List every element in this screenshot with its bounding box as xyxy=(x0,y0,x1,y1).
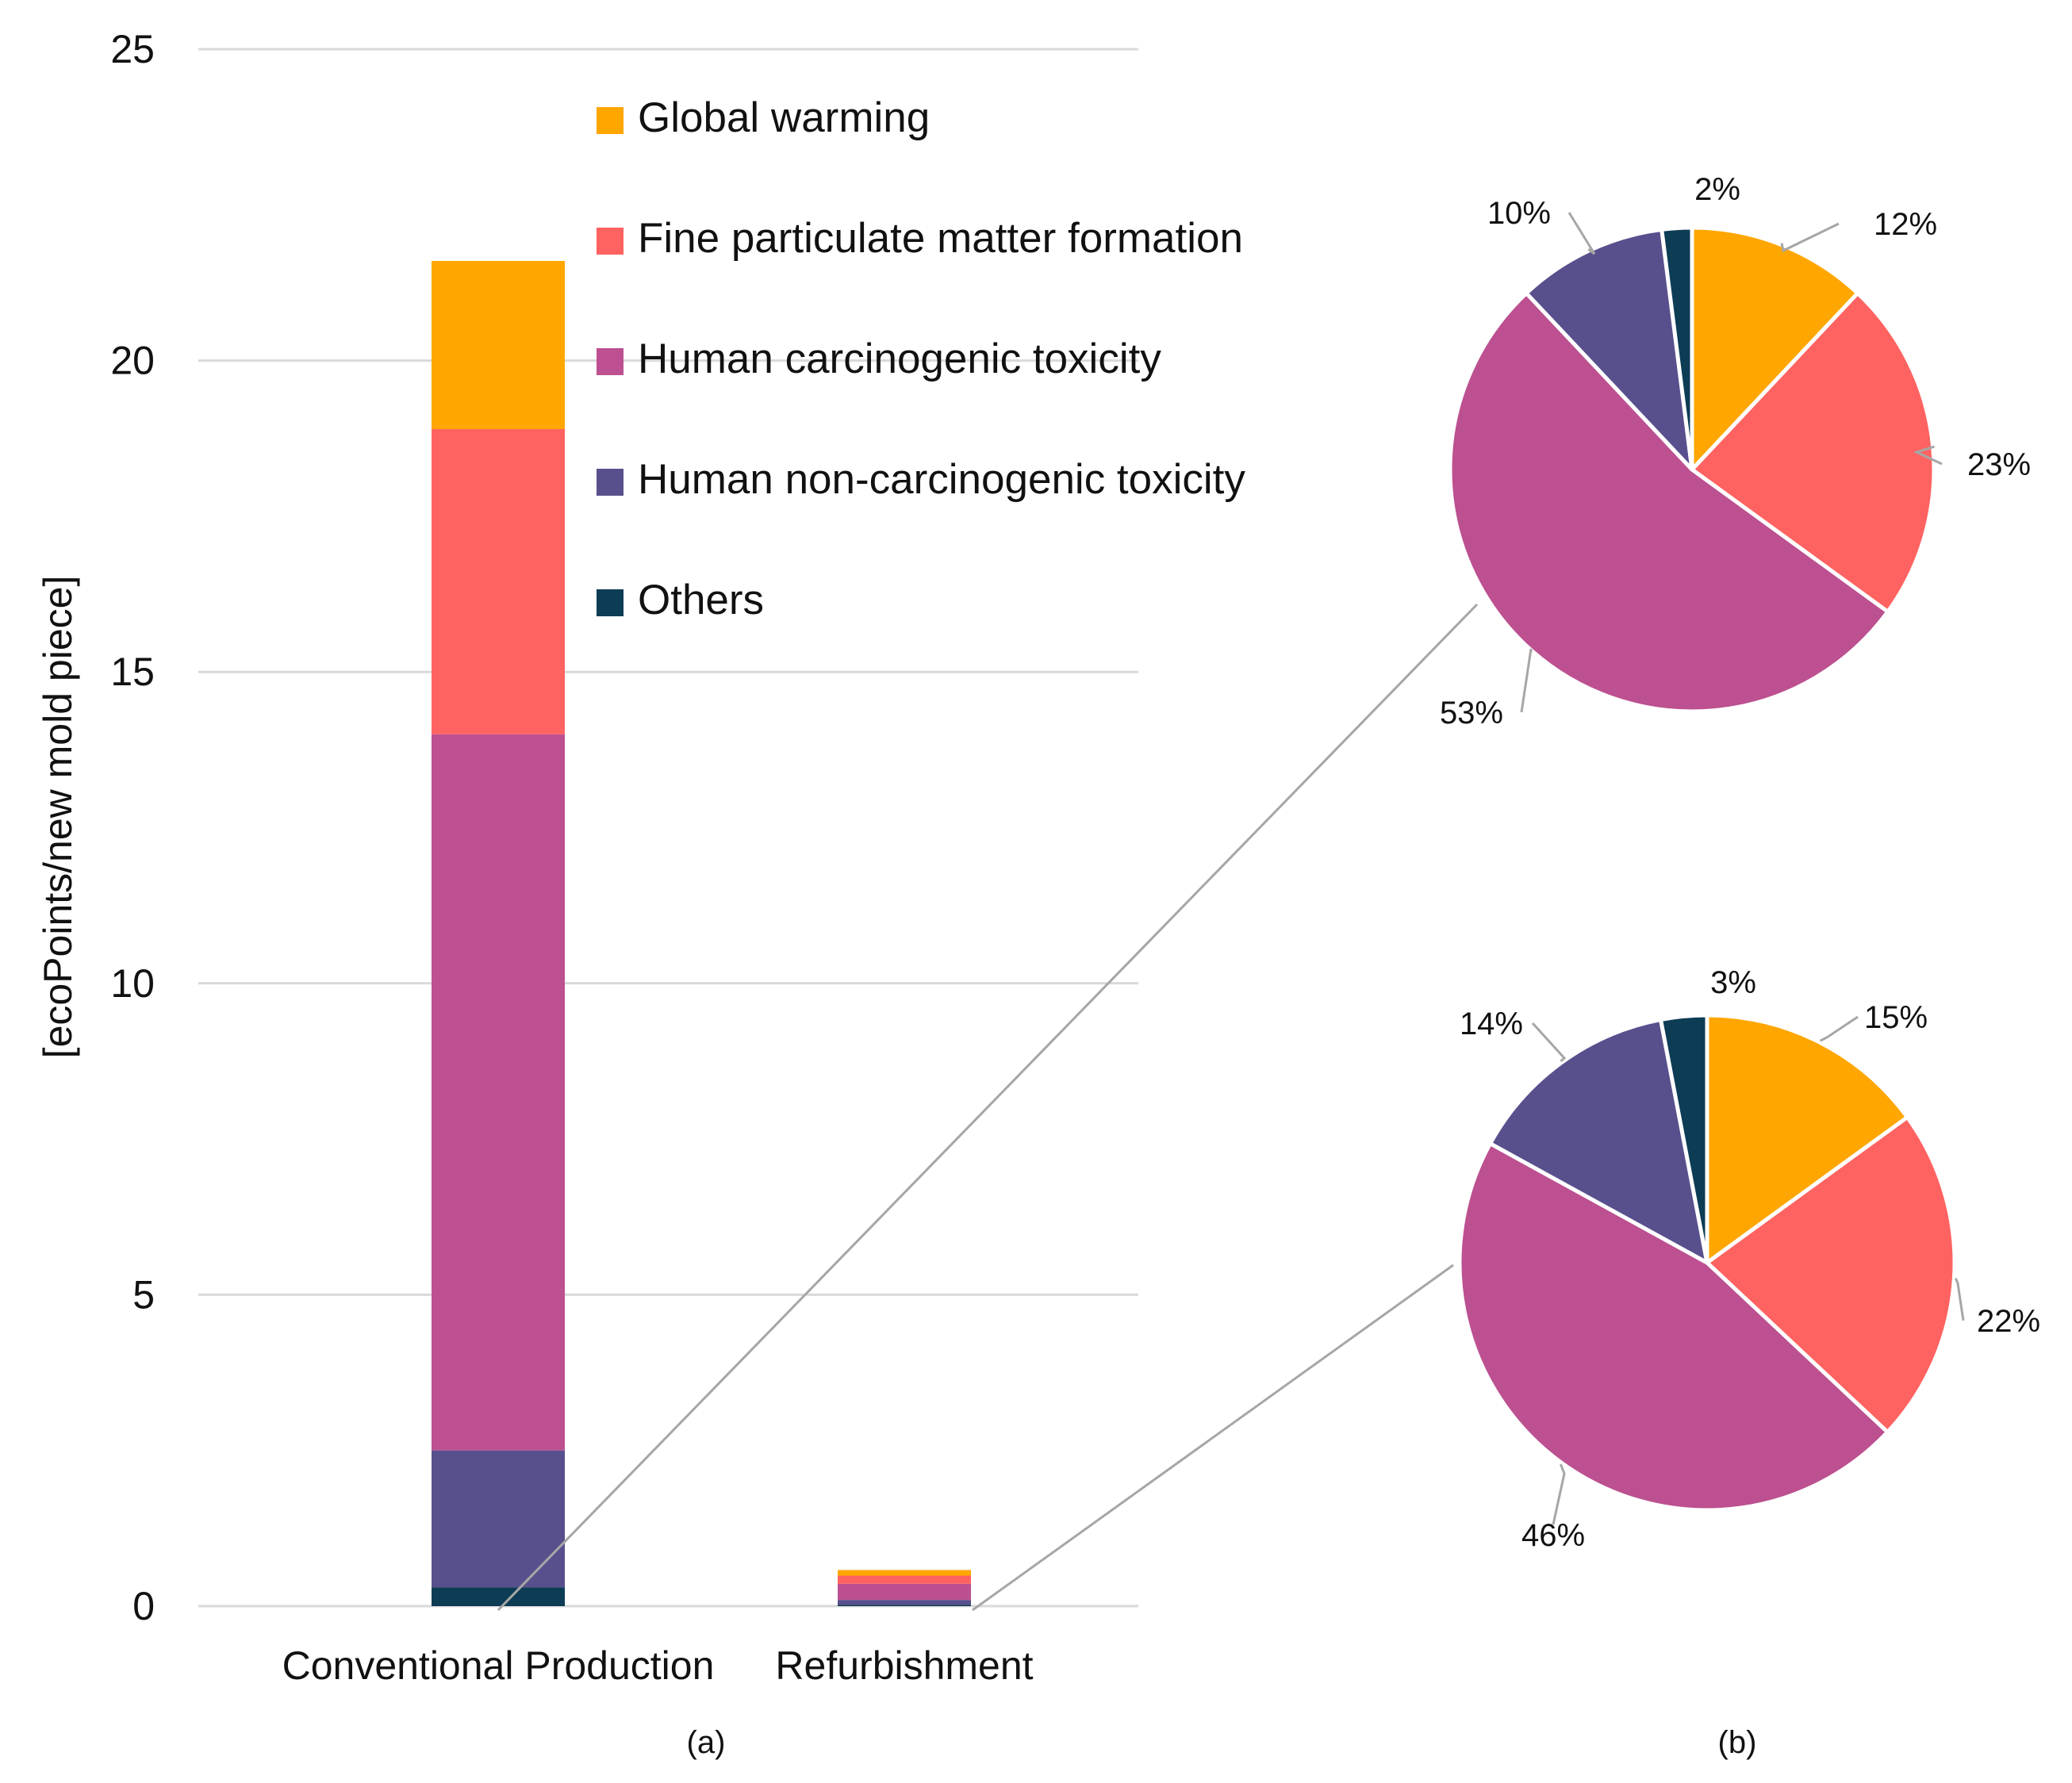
bar-segment-conventional-production-human-carcinogenic-toxicity xyxy=(432,734,565,1451)
pie-leader-line xyxy=(1819,1015,1859,1042)
pie-leader-line xyxy=(1913,445,1943,466)
pie-slice-human-non-carcinogenic-toxicity xyxy=(1488,1018,1709,1265)
y-tick-label: 20 xyxy=(110,339,155,383)
bar-segment-refurbishment-global-warming xyxy=(838,1570,971,1576)
legend-swatch-human-non-carcinogenic-toxicity xyxy=(597,469,624,496)
bar-segment-refurbishment-human-carcinogenic-toxicity xyxy=(838,1583,971,1601)
pie-leader-line xyxy=(1552,1463,1566,1525)
legend-label-human-carcinogenic-toxicity: Human carcinogenic toxicity xyxy=(638,336,1161,382)
legend-label-fine-particulate-matter-formation: Fine particulate matter formation xyxy=(638,215,1243,262)
bar-segment-conventional-production-fine-particulate-matter-formation xyxy=(432,428,565,734)
legend-swatch-human-carcinogenic-toxicity xyxy=(597,348,624,375)
bar-category-labels: Conventional Production Refurbishment xyxy=(282,1643,1034,1688)
pie-label-others: 2% xyxy=(1694,172,1740,207)
pie-leader-line xyxy=(1954,1278,1965,1321)
connector-refurbishment-to-pie xyxy=(972,1263,1454,1612)
pie-label-human-carcinogenic-toxicity: 46% xyxy=(1521,1518,1585,1553)
pie-label-global-warming: 12% xyxy=(1874,207,1937,242)
pie-connector-lines xyxy=(497,603,1479,1612)
legend-swatch-fine-particulate-matter-formation xyxy=(597,228,624,255)
pie-label-human-non-carcinogenic-toxicity: 14% xyxy=(1460,1007,1523,1041)
bar-segment-conventional-production-human-non-carcinogenic-toxicity xyxy=(432,1450,565,1588)
pie-conventional-production: 12% 23% 53% 10% 2% xyxy=(1440,172,2031,730)
legend-swatch-global-warming xyxy=(597,107,624,134)
pie-label-fine-particulate-matter-formation: 22% xyxy=(1977,1304,2040,1339)
y-axis-title: [ecoPoints/new mold piece] xyxy=(36,576,80,1059)
legend: Global warming Fine particulate matter fo… xyxy=(597,94,1245,623)
y-tick-label: 15 xyxy=(110,650,155,694)
pie-slice-others xyxy=(1659,1013,1709,1265)
bar-segment-refurbishment-others xyxy=(838,1605,971,1606)
pie-refurbishment: 15% 22% 46% 14% 3% xyxy=(1457,965,2040,1553)
pie-label-human-non-carcinogenic-toxicity: 10% xyxy=(1487,196,1551,231)
pie-label-global-warming: 15% xyxy=(1864,1000,1928,1035)
pie-leader-line xyxy=(1520,648,1533,713)
bar-segment-conventional-production-others xyxy=(432,1587,565,1606)
panel-label-a: (a) xyxy=(687,1725,726,1760)
category-label-conventional-production: Conventional Production xyxy=(282,1643,715,1688)
pie-leader-line xyxy=(1531,1022,1567,1063)
panel-label-b: (b) xyxy=(1718,1725,1757,1760)
legend-swatch-others xyxy=(597,589,624,616)
bar-segment-refurbishment-human-non-carcinogenic-toxicity xyxy=(838,1600,971,1605)
pie-label-others: 3% xyxy=(1710,965,1756,1000)
connector-conventional-to-pie xyxy=(497,603,1479,1612)
y-tick-label: 0 xyxy=(132,1584,155,1628)
bar-segment-conventional-production-global-warming xyxy=(432,260,565,429)
legend-label-global-warming: Global warming xyxy=(638,94,930,141)
category-label-refurbishment: Refurbishment xyxy=(775,1643,1033,1688)
pie-slice-fine-particulate-matter-formation xyxy=(1705,1115,1957,1435)
pie-slice-global-warming xyxy=(1705,1013,1909,1265)
pie-label-fine-particulate-matter-formation: 23% xyxy=(1967,447,2031,482)
pie-leader-line xyxy=(1780,222,1840,253)
pie-leader-line xyxy=(1567,212,1596,255)
y-tick-label: 10 xyxy=(110,961,155,1006)
legend-label-others: Others xyxy=(638,577,764,623)
pie-label-human-carcinogenic-toxicity: 53% xyxy=(1440,696,1503,730)
y-tick-label: 5 xyxy=(132,1272,155,1317)
pie-slice-human-carcinogenic-toxicity xyxy=(1457,1141,1890,1513)
bar-gridlines xyxy=(198,48,1138,1608)
bar-segment-refurbishment-fine-particulate-matter-formation xyxy=(838,1575,971,1584)
bar-y-ticks: 0 5 10 15 20 25 xyxy=(110,27,155,1628)
legend-label-human-non-carcinogenic-toxicity: Human non-carcinogenic toxicity xyxy=(638,456,1245,503)
pie-slice-others xyxy=(1660,225,1694,472)
bar-stacks xyxy=(432,260,971,1606)
pie-charts: 12% 23% 53% 10% 2% 15% 22% 46% 14% 3% xyxy=(1440,172,2040,1553)
y-tick-label: 25 xyxy=(110,27,155,71)
